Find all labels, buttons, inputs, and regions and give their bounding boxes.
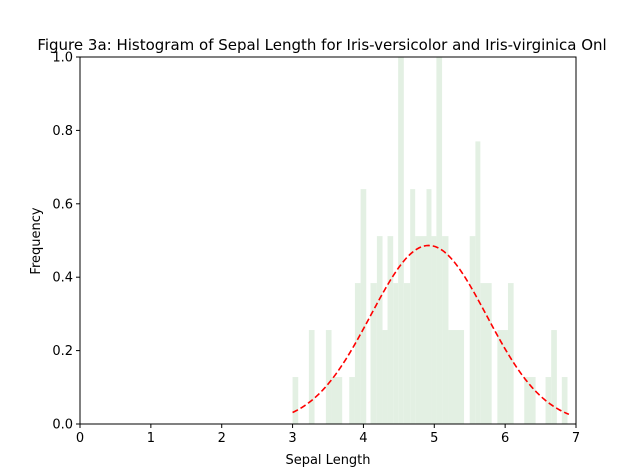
histogram-bar xyxy=(376,236,383,424)
histogram-bar xyxy=(475,141,481,424)
histogram-bar xyxy=(387,236,394,424)
histogram-bar xyxy=(561,377,568,424)
histogram-bar xyxy=(448,330,465,424)
histogram-bar xyxy=(410,189,416,424)
chart-title: Figure 3a: Histogram of Sepal Length for… xyxy=(37,36,606,54)
y-axis-label: Frequency xyxy=(29,207,44,274)
histogram-bars xyxy=(292,57,568,424)
histogram-bar xyxy=(551,330,557,424)
x-tick-label: 5 xyxy=(430,431,438,446)
histogram-bar xyxy=(398,57,404,424)
histogram-bar xyxy=(349,377,355,424)
histogram-bar xyxy=(545,377,552,424)
x-tick-label: 3 xyxy=(288,431,296,446)
histogram-bar xyxy=(331,377,343,424)
histogram-bar xyxy=(403,283,411,424)
y-tick-label: 0.8 xyxy=(52,124,73,139)
histogram-bar xyxy=(524,377,536,424)
x-tick-label: 2 xyxy=(218,431,226,446)
histogram-bar xyxy=(292,377,299,424)
y-axis-ticks: 0.0 0.2 0.4 0.6 0.8 1.0 xyxy=(52,51,80,433)
histogram-bar xyxy=(415,236,427,424)
y-tick-label: 0.4 xyxy=(52,271,73,286)
histogram-bar xyxy=(354,283,361,424)
x-tick-label: 7 xyxy=(572,431,580,446)
x-axis-label: Sepal Length xyxy=(285,453,370,468)
x-tick-label: 6 xyxy=(501,431,509,446)
histogram-bar xyxy=(360,189,367,424)
y-tick-label: 0.2 xyxy=(52,344,73,359)
histogram-bar xyxy=(393,283,399,424)
x-axis-ticks: 0 1 2 3 4 5 6 7 xyxy=(76,424,580,446)
density-curve xyxy=(292,244,570,416)
y-tick-label: 0.0 xyxy=(52,418,73,433)
histogram-bar xyxy=(431,236,437,424)
y-tick-label: 0.6 xyxy=(52,197,73,212)
histogram-bar xyxy=(308,330,315,424)
plot-frame xyxy=(79,56,577,425)
histogram-bar xyxy=(469,236,476,424)
histogram-bar xyxy=(507,283,514,424)
histogram-bar xyxy=(480,283,492,424)
histogram-bar xyxy=(442,236,449,424)
histogram-bar xyxy=(382,330,388,424)
histogram-bar xyxy=(497,330,508,424)
histogram-bar xyxy=(436,57,443,424)
x-tick-label: 0 xyxy=(76,431,84,446)
histogram-bar xyxy=(426,189,432,424)
x-tick-label: 1 xyxy=(147,431,155,446)
histogram-bar xyxy=(370,283,377,424)
x-tick-label: 4 xyxy=(359,431,367,446)
y-tick-label: 1.0 xyxy=(52,51,73,66)
histogram-bar xyxy=(325,330,332,424)
